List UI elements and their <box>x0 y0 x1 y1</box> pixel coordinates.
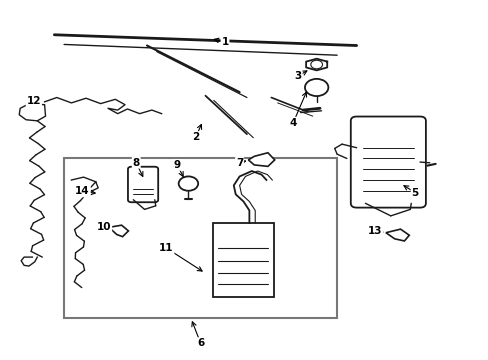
Text: 10: 10 <box>97 222 111 232</box>
Text: 8: 8 <box>132 158 140 168</box>
Text: 2: 2 <box>192 132 199 142</box>
Text: 11: 11 <box>159 243 173 253</box>
Text: 3: 3 <box>294 71 301 81</box>
Text: 14: 14 <box>75 186 90 197</box>
Text: 9: 9 <box>173 160 181 170</box>
Circle shape <box>178 176 198 191</box>
Polygon shape <box>385 229 408 241</box>
FancyBboxPatch shape <box>128 167 158 202</box>
FancyBboxPatch shape <box>350 117 425 208</box>
Text: 4: 4 <box>289 118 296 128</box>
Polygon shape <box>248 153 274 166</box>
Polygon shape <box>109 225 128 237</box>
FancyBboxPatch shape <box>212 223 273 297</box>
Text: 1: 1 <box>221 37 228 47</box>
Text: 5: 5 <box>411 188 418 198</box>
Circle shape <box>310 60 322 69</box>
FancyBboxPatch shape <box>64 158 336 318</box>
Text: 6: 6 <box>197 338 204 348</box>
Text: 12: 12 <box>26 96 41 106</box>
Text: 7: 7 <box>235 158 243 168</box>
Text: 13: 13 <box>367 226 382 236</box>
Circle shape <box>305 79 328 96</box>
